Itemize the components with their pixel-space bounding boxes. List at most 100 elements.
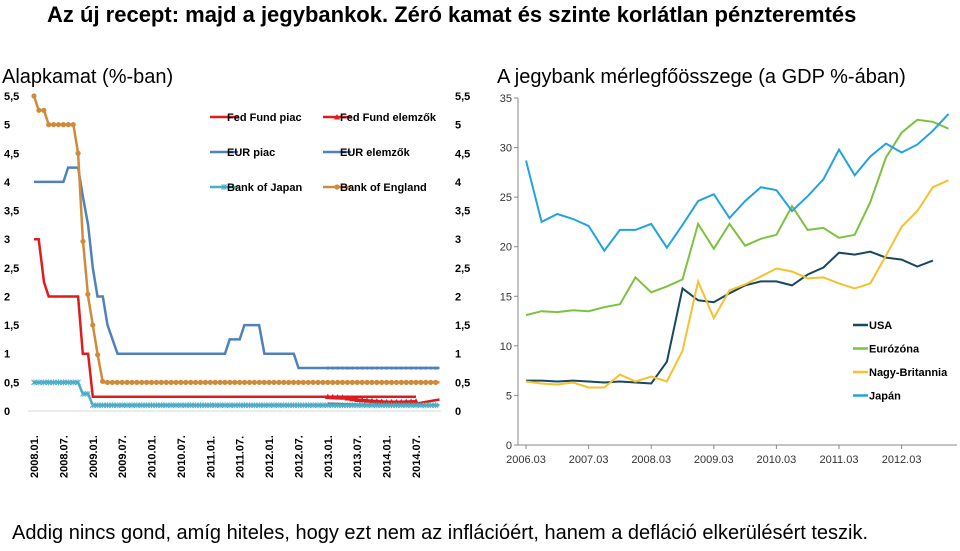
y-tick-label: 10	[500, 341, 512, 353]
series-point-bank-of-japan	[422, 402, 429, 409]
series-point-bank-of-england	[271, 379, 277, 385]
series-point-bank-of-japan	[427, 402, 434, 409]
series-point-bank-of-japan	[251, 402, 258, 409]
series-point-bank-of-japan	[50, 379, 57, 386]
y-tick-label-left: 3	[4, 234, 10, 246]
series-point-bank-of-japan	[94, 402, 101, 409]
series-point-bank-of-japan	[138, 402, 145, 409]
series-point-bank-of-japan	[124, 402, 130, 409]
series-point-bank-of-japan	[89, 402, 96, 409]
x-tick-label: 2008.03	[631, 454, 671, 466]
series-point-bank-of-england	[428, 379, 434, 385]
y-tick-label: 25	[500, 192, 512, 204]
series-point-bank-of-england	[266, 379, 272, 385]
series-point-bank-of-england	[281, 379, 287, 385]
series-point-bank-of-japan	[31, 379, 37, 386]
series-point-fed-fund-elemzok	[373, 398, 380, 404]
x-tick-label: 2009.03	[694, 454, 734, 466]
series-point-bank-of-japan	[349, 402, 356, 409]
series-point-bank-of-england	[305, 379, 311, 385]
y-tick-label: 20	[500, 242, 512, 254]
series-point-bank-of-england	[217, 379, 223, 385]
series-point-bank-of-england	[344, 379, 351, 385]
series-point-bank-of-england	[193, 379, 199, 385]
series-point-bank-of-japan	[45, 379, 52, 386]
series-point-bank-of-japan	[261, 402, 268, 409]
y-tick-label-left: 2	[4, 291, 10, 303]
series-point-bank-of-england	[300, 379, 306, 385]
series-point-bank-of-england	[398, 379, 404, 385]
series-point-fed-fund-elemzok	[334, 394, 341, 400]
series-point-bank-of-japan	[383, 402, 390, 409]
series-point-bank-of-japan	[119, 402, 126, 409]
series-point-eur-elemzok	[389, 366, 394, 370]
series-point-bank-of-england	[286, 379, 292, 385]
series-point-bank-of-japan	[178, 402, 184, 409]
y-tick-label-left: 1	[4, 349, 10, 361]
series-point-bank-of-japan	[182, 402, 189, 409]
y-tick-label: 30	[500, 143, 512, 155]
series-point-bank-of-england	[46, 122, 52, 128]
series-point-bank-of-japan	[168, 402, 174, 409]
series-line-japan	[525, 113, 950, 253]
series-point-bank-of-england	[60, 122, 66, 128]
series-point-bank-of-england	[359, 379, 365, 385]
series-line-eurozona	[525, 118, 949, 317]
series-point-bank-of-england	[124, 379, 130, 385]
right-chart-title: A jegybank mérlegfőösszege (a GDP %-ában…	[497, 66, 906, 88]
series-point-bank-of-japan	[359, 402, 365, 409]
series-point-bank-of-england	[408, 379, 414, 385]
series-point-bank-of-japan	[266, 402, 272, 409]
y-tick-label-right: 2	[455, 291, 461, 303]
y-tick-label-left: 0	[4, 406, 10, 418]
series-point-bank-of-japan	[187, 402, 194, 409]
series-point-bank-of-japan	[256, 402, 263, 409]
series-point-bank-of-japan	[36, 379, 42, 386]
series-point-bank-of-england	[148, 379, 155, 385]
series-point-bank-of-england	[31, 93, 37, 99]
series-point-bank-of-england	[183, 379, 189, 385]
series-point-bank-of-japan	[276, 402, 282, 409]
series-point-bank-of-japan	[300, 402, 307, 409]
series-point-bank-of-england	[349, 379, 355, 385]
series-point-bank-of-england	[251, 379, 257, 385]
series-point-eur-elemzok	[419, 366, 423, 370]
series-point-bank-of-england	[418, 379, 424, 385]
series-point-bank-of-japan	[432, 402, 439, 409]
series-point-bank-of-japan	[40, 379, 47, 386]
policy-rate-chart: 0 0 0,5 0,5 1 1 1,5 1,5 2 2 2,5 2,5 3 3 3,5 3,5 4 4 4,5 4,5…	[4, 91, 470, 478]
legend-label-eur-piac: EUR piac	[227, 147, 275, 159]
legend-marker-bank-of-japan	[221, 184, 227, 190]
series-point-eur-elemzok	[336, 366, 340, 370]
legend-label-japan: Japán	[869, 391, 901, 403]
y-tick-label-right: 1	[455, 349, 461, 361]
series-point-bank-of-england	[188, 379, 194, 385]
series-point-bank-of-england	[158, 379, 164, 385]
series-point-fed-fund-elemzok	[349, 395, 356, 402]
series-point-bank-of-japan	[163, 402, 170, 409]
series-point-eur-elemzok	[399, 366, 403, 370]
series-point-bank-of-england	[109, 379, 115, 385]
series-point-bank-of-japan	[413, 402, 419, 409]
y-tick-label: 0	[506, 440, 512, 452]
series-point-fed-fund-elemzok	[364, 397, 371, 403]
series-point-bank-of-england	[41, 107, 47, 113]
series-point-bank-of-japan	[70, 379, 77, 386]
series-line-usa	[526, 250, 934, 385]
legend-marker-fed-fund-elemzok	[334, 114, 340, 120]
x-tick-label: 2014.01.	[382, 435, 394, 478]
series-point-bank-of-england	[65, 122, 71, 128]
series-point-bank-of-england	[119, 379, 125, 385]
legend-label-eur-elemzok: EUR elemzők	[340, 147, 411, 159]
y-tick-label-left: 4,5	[4, 148, 19, 160]
series-point-bank-of-japan	[158, 402, 165, 409]
series-point-bank-of-japan	[310, 402, 317, 409]
series-point-eur-elemzok	[360, 366, 364, 370]
series-point-bank-of-japan	[222, 402, 228, 409]
x-tick-label: 2008.07.	[58, 435, 70, 478]
y-tick-label-right: 1,5	[455, 320, 470, 332]
legend-label-eurozona: Eurózóna	[869, 344, 920, 356]
y-tick-label-right: 5	[455, 120, 461, 132]
x-tick-label: 2013.01.	[323, 435, 335, 478]
series-point-bank-of-japan	[148, 402, 155, 409]
